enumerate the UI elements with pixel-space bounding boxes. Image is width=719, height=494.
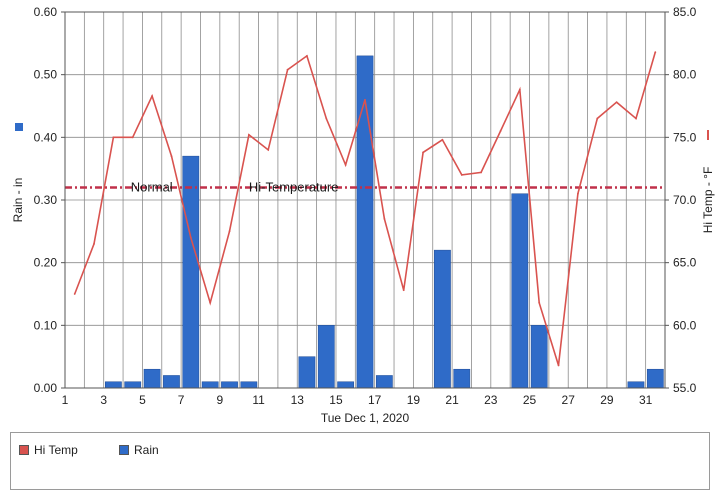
hi-temp-point <box>170 155 173 158</box>
hi-temp-point <box>189 236 192 239</box>
x-tick-label: 3 <box>100 393 107 407</box>
legend-item-hi-temp: Hi Temp <box>19 443 78 457</box>
right-axis-label: Hi Temp - °F <box>701 167 715 234</box>
x-tick-label: 17 <box>368 393 382 407</box>
hi-temp-point <box>247 133 250 136</box>
rain-bar <box>337 381 355 389</box>
x-tick-label: 21 <box>445 393 459 407</box>
hi-temp-point <box>596 117 599 120</box>
hi-temp-point <box>635 117 637 120</box>
hi-temp-point <box>577 192 579 195</box>
x-tick-label: 15 <box>329 393 343 407</box>
rain-bar <box>182 155 200 389</box>
hi-temp-point <box>73 293 76 295</box>
hi-temp-point <box>131 136 134 139</box>
left-tick-label: 0.10 <box>34 318 58 332</box>
rain-bar <box>201 381 219 389</box>
hi-temp-point <box>306 54 308 57</box>
hi-temp-point <box>325 117 328 120</box>
hi-temp-point <box>615 101 618 104</box>
hi-temp-point <box>654 51 657 54</box>
normal-line-group: Normal Hi-Temperature <box>65 179 665 194</box>
hi-temp-point <box>518 88 521 91</box>
x-tick-label: 9 <box>216 393 223 407</box>
legend-label-hi-temp: Hi Temp <box>34 443 78 457</box>
left-tick-label: 0.50 <box>34 68 58 82</box>
right-tick-label: 80.0 <box>673 68 697 82</box>
rain-bar <box>646 368 664 389</box>
rain-swatch <box>119 445 129 455</box>
hi-temperature-label: Hi-Temperature <box>249 179 339 194</box>
x-tick-label: 27 <box>562 393 576 407</box>
x-axis-label: Tue Dec 1, 2020 <box>321 411 410 425</box>
hi-temp-point <box>383 217 386 220</box>
legend-label-rain: Rain <box>134 443 159 457</box>
rain-bar <box>375 375 393 389</box>
right-tick-label: 55.0 <box>673 381 697 395</box>
left-axis-label: Rain - in <box>11 178 25 223</box>
hi-temp-point <box>480 171 483 174</box>
x-tick-label: 23 <box>484 393 498 407</box>
rain-bar <box>511 193 529 389</box>
legend: Hi Temp Rain <box>10 432 710 490</box>
left-tick-label: 0.40 <box>34 130 58 144</box>
rain-bar <box>317 325 335 389</box>
x-tick-label: 19 <box>407 393 421 407</box>
x-tick-label: 29 <box>600 393 614 407</box>
x-tick-label: 31 <box>639 393 653 407</box>
left-tick-label: 0.00 <box>34 381 58 395</box>
hi-temp-point <box>286 68 289 71</box>
right-tick-label: 85.0 <box>673 5 697 19</box>
legend-item-rain: Rain <box>119 443 159 457</box>
hi-temp-point <box>209 301 212 304</box>
chart: Normal Hi-Temperature 0.00 0.10 0.20 0.30 0.4… <box>11 5 715 425</box>
hi-temp-point <box>228 230 231 233</box>
rain-bar <box>530 325 548 389</box>
x-tick-label: 13 <box>291 393 305 407</box>
rain-bar <box>356 55 374 389</box>
left-axis-swatch <box>15 123 23 131</box>
x-tick-label: 7 <box>178 393 185 407</box>
left-tick-label: 0.60 <box>34 5 58 19</box>
hi-temp-point <box>344 164 347 166</box>
hi-temp-point <box>441 138 444 141</box>
rain-bar <box>453 368 471 389</box>
hi-temp-point <box>422 151 424 154</box>
hi-temp-point <box>538 301 541 304</box>
normal-label: Normal <box>131 179 173 194</box>
rain-bar <box>105 381 122 389</box>
x-tick-label: 1 <box>62 393 69 407</box>
right-tick-label: 60.0 <box>673 318 697 332</box>
x-tick-label: 5 <box>139 393 146 407</box>
rain-bars <box>105 55 664 389</box>
hi-temp-line-group <box>73 51 657 367</box>
hi-temp-point <box>402 289 405 292</box>
left-tick-label: 0.20 <box>34 256 58 270</box>
rain-bar <box>627 381 645 389</box>
hi-temp-swatch <box>19 445 29 455</box>
hi-temp-point <box>112 136 115 139</box>
rain-bar <box>240 381 258 389</box>
hi-temp-point <box>93 242 95 245</box>
rain-bar <box>163 375 180 389</box>
x-tick-label: 11 <box>252 393 265 407</box>
hi-temp-point <box>267 148 270 151</box>
hi-temp-point <box>557 364 560 367</box>
hi-temp-point <box>499 130 502 132</box>
hi-temp-point <box>364 98 366 101</box>
rain-bar <box>221 381 238 389</box>
rain-bar <box>124 381 142 389</box>
hi-temp-point <box>460 174 463 176</box>
right-tick-label: 75.0 <box>673 130 697 144</box>
rain-bar <box>298 356 316 389</box>
rain-bar <box>434 249 451 389</box>
hi-temp-point <box>151 95 153 97</box>
left-tick-label: 0.30 <box>34 193 58 207</box>
rain-bar <box>143 368 161 389</box>
right-tick-label: 70.0 <box>673 193 697 207</box>
right-tick-label: 65.0 <box>673 256 697 270</box>
axes: 0.00 0.10 0.20 0.30 0.40 0.50 0.60 55.0 60.0 65.0… <box>11 5 715 425</box>
x-tick-label: 25 <box>523 393 537 407</box>
